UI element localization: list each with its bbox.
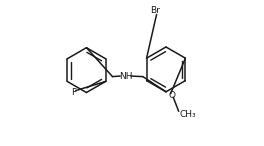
Text: F: F (71, 88, 76, 97)
Text: Br: Br (150, 6, 160, 15)
Text: CH₃: CH₃ (180, 110, 196, 119)
Text: NH: NH (119, 72, 132, 81)
Text: O: O (168, 91, 175, 100)
